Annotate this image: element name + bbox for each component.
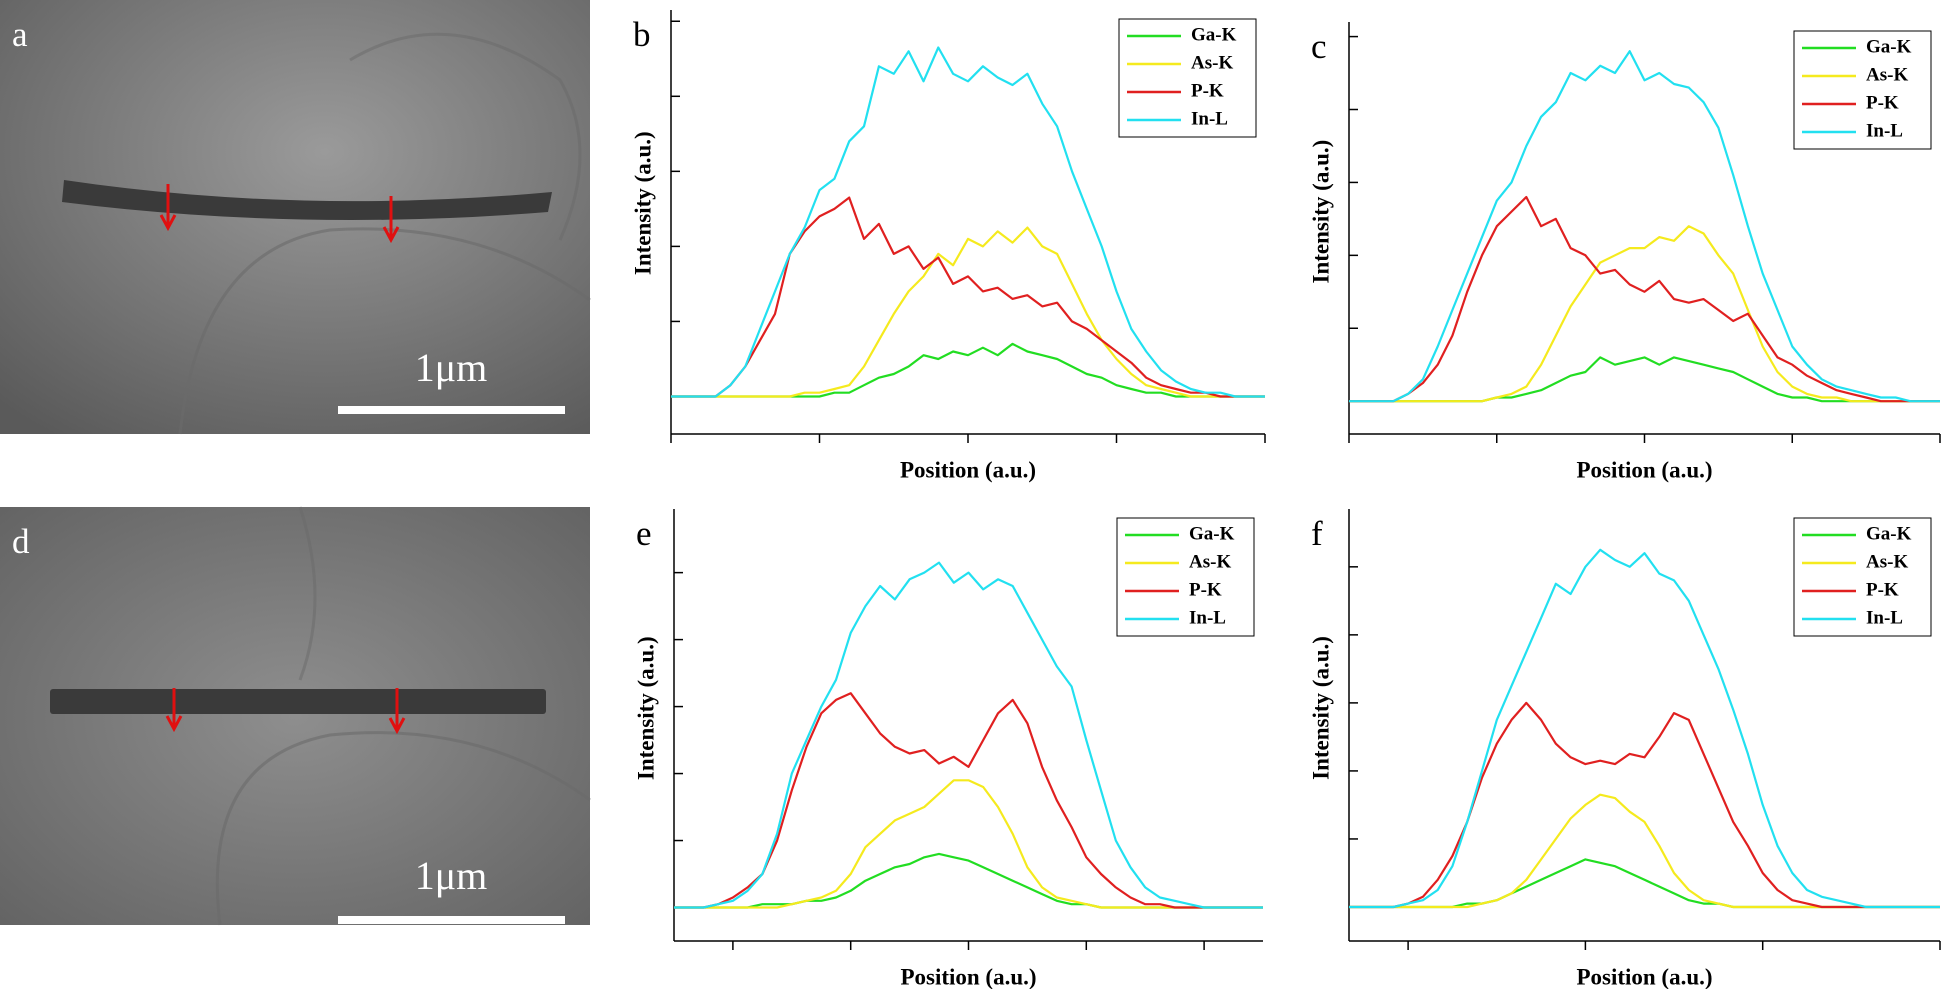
legend-label: In-L [1866, 607, 1903, 628]
series-line [674, 692, 1263, 909]
chart: c Intensity (a.u.) Position (a.u.) Ga-K As-K… [1308, 22, 1941, 482]
legend-box [1793, 30, 1932, 150]
legend-label: P-K [1866, 92, 1899, 113]
legend: Ga-K As-K P-K In-L [1793, 517, 1932, 637]
series-line [1349, 195, 1940, 403]
series-line [674, 852, 1263, 909]
legend-box [1793, 517, 1932, 637]
panel-letter: e [636, 514, 652, 553]
legend-label: P-K [1866, 579, 1899, 600]
x-axis-label: Position (a.u.) [1576, 964, 1712, 989]
x-axis-label: Position (a.u.) [900, 457, 1036, 482]
legend-label: In-L [1189, 607, 1226, 628]
panel-letter: f [1311, 514, 1323, 553]
legend: Ga-K As-K P-K In-L [1118, 18, 1257, 138]
series-line [1349, 548, 1940, 909]
legend-label: As-K [1866, 64, 1908, 85]
legend-label: P-K [1189, 579, 1222, 600]
chart: b Intensity (a.u.) Position (a.u.) Ga-K As-K… [630, 10, 1266, 482]
legend: Ga-K As-K P-K In-L [1116, 517, 1255, 637]
legend-label: As-K [1866, 551, 1908, 572]
legend-label: Ga-K [1191, 24, 1237, 45]
tem-image-d: d 1μm [0, 506, 591, 926]
y-axis-label: Intensity (a.u.) [1308, 636, 1333, 780]
x-axis-label: Position (a.u.) [900, 964, 1036, 989]
legend-label: Ga-K [1866, 523, 1912, 544]
series-line [1349, 701, 1940, 909]
legend: Ga-K As-K P-K In-L [1793, 30, 1932, 150]
scale-bar-label: 1μm [415, 853, 488, 898]
legend-label: In-L [1191, 108, 1228, 129]
series-line [1349, 858, 1940, 909]
chart: e Intensity (a.u.) Position (a.u.) Ga-K As-K… [633, 509, 1263, 989]
legend-label: As-K [1191, 52, 1233, 73]
y-axis-label: Intensity (a.u.) [630, 131, 655, 275]
panel-letter: b [633, 15, 651, 54]
chart: f Intensity (a.u.) Position (a.u.) Ga-K As-K… [1308, 509, 1941, 989]
series-line [674, 779, 1263, 909]
y-axis-label: Intensity (a.u.) [633, 636, 658, 780]
series-line [671, 46, 1265, 398]
panel-letter: c [1311, 27, 1327, 66]
x-axis-label: Position (a.u.) [1576, 457, 1712, 482]
legend-label: As-K [1189, 551, 1231, 572]
legend-box [1118, 18, 1257, 138]
series-line [671, 226, 1265, 398]
legend-label: Ga-K [1866, 36, 1912, 57]
legend-label: Ga-K [1189, 523, 1235, 544]
series-line [674, 561, 1263, 909]
panel-letter: a [12, 15, 28, 54]
panel-letter: d [12, 522, 30, 561]
legend-label: In-L [1866, 120, 1903, 141]
y-axis-label: Intensity (a.u.) [1308, 140, 1333, 284]
series-line [1349, 225, 1940, 403]
legend-box [1116, 517, 1255, 637]
scale-bar-label: 1μm [415, 345, 488, 390]
series-line [671, 196, 1265, 398]
tem-image-a: a 1μm [0, 0, 591, 435]
series-line [1349, 50, 1940, 403]
legend-label: P-K [1191, 80, 1224, 101]
